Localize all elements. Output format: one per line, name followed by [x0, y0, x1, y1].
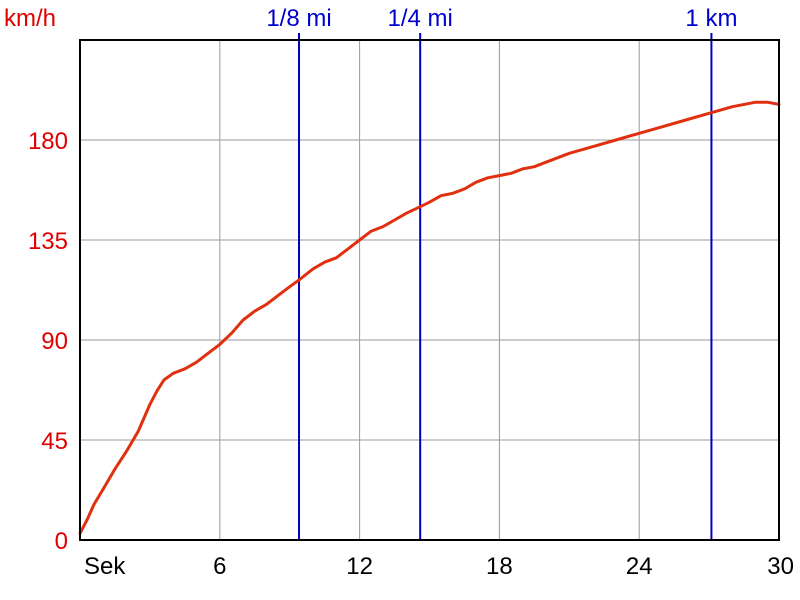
distance-marker-label: 1/4 mi — [388, 5, 453, 32]
x-tick-label: 24 — [626, 553, 653, 580]
plot-frame — [79, 39, 780, 541]
y-tick-label: 45 — [41, 428, 68, 455]
y-tick-labels: 0 45 90 135 180 — [28, 128, 68, 555]
x-tick-label: 30 — [767, 553, 794, 580]
y-tick-label: 0 — [55, 528, 68, 555]
distance-marker-label: 1 km — [685, 5, 737, 32]
y-tick-label: 180 — [28, 128, 68, 155]
x-tick-label: 18 — [486, 553, 513, 580]
x-tick-labels: Sek 6 12 18 24 30 — [84, 553, 794, 580]
x-tick-label: 12 — [346, 553, 373, 580]
marker-labels: 1/8 mi 1/4 mi 1 km — [266, 5, 737, 32]
y-tick-label: 90 — [41, 328, 68, 355]
grid-layer — [79, 39, 780, 541]
distance-marker-label: 1/8 mi — [266, 5, 331, 32]
x-tick-label: 6 — [213, 553, 226, 580]
series-layer — [78, 100, 781, 535]
x-tick-label: Sek — [84, 553, 126, 580]
y-axis-unit-label: km/h — [4, 5, 56, 32]
marker-lines — [298, 33, 713, 540]
y-tick-label: 135 — [28, 228, 68, 255]
speed-curve-line — [78, 100, 781, 535]
